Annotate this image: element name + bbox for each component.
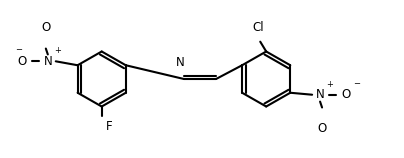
Text: +: + xyxy=(54,46,61,55)
Text: O: O xyxy=(41,21,50,34)
Text: −: − xyxy=(15,46,22,55)
Text: +: + xyxy=(326,80,333,89)
Text: O: O xyxy=(318,122,327,135)
Text: N: N xyxy=(44,55,52,68)
Text: F: F xyxy=(106,120,112,133)
Text: N: N xyxy=(316,88,324,101)
Text: O: O xyxy=(341,88,351,101)
Text: N: N xyxy=(176,56,184,69)
Text: −: − xyxy=(353,79,360,88)
Text: O: O xyxy=(17,55,27,68)
Text: Cl: Cl xyxy=(252,21,264,34)
